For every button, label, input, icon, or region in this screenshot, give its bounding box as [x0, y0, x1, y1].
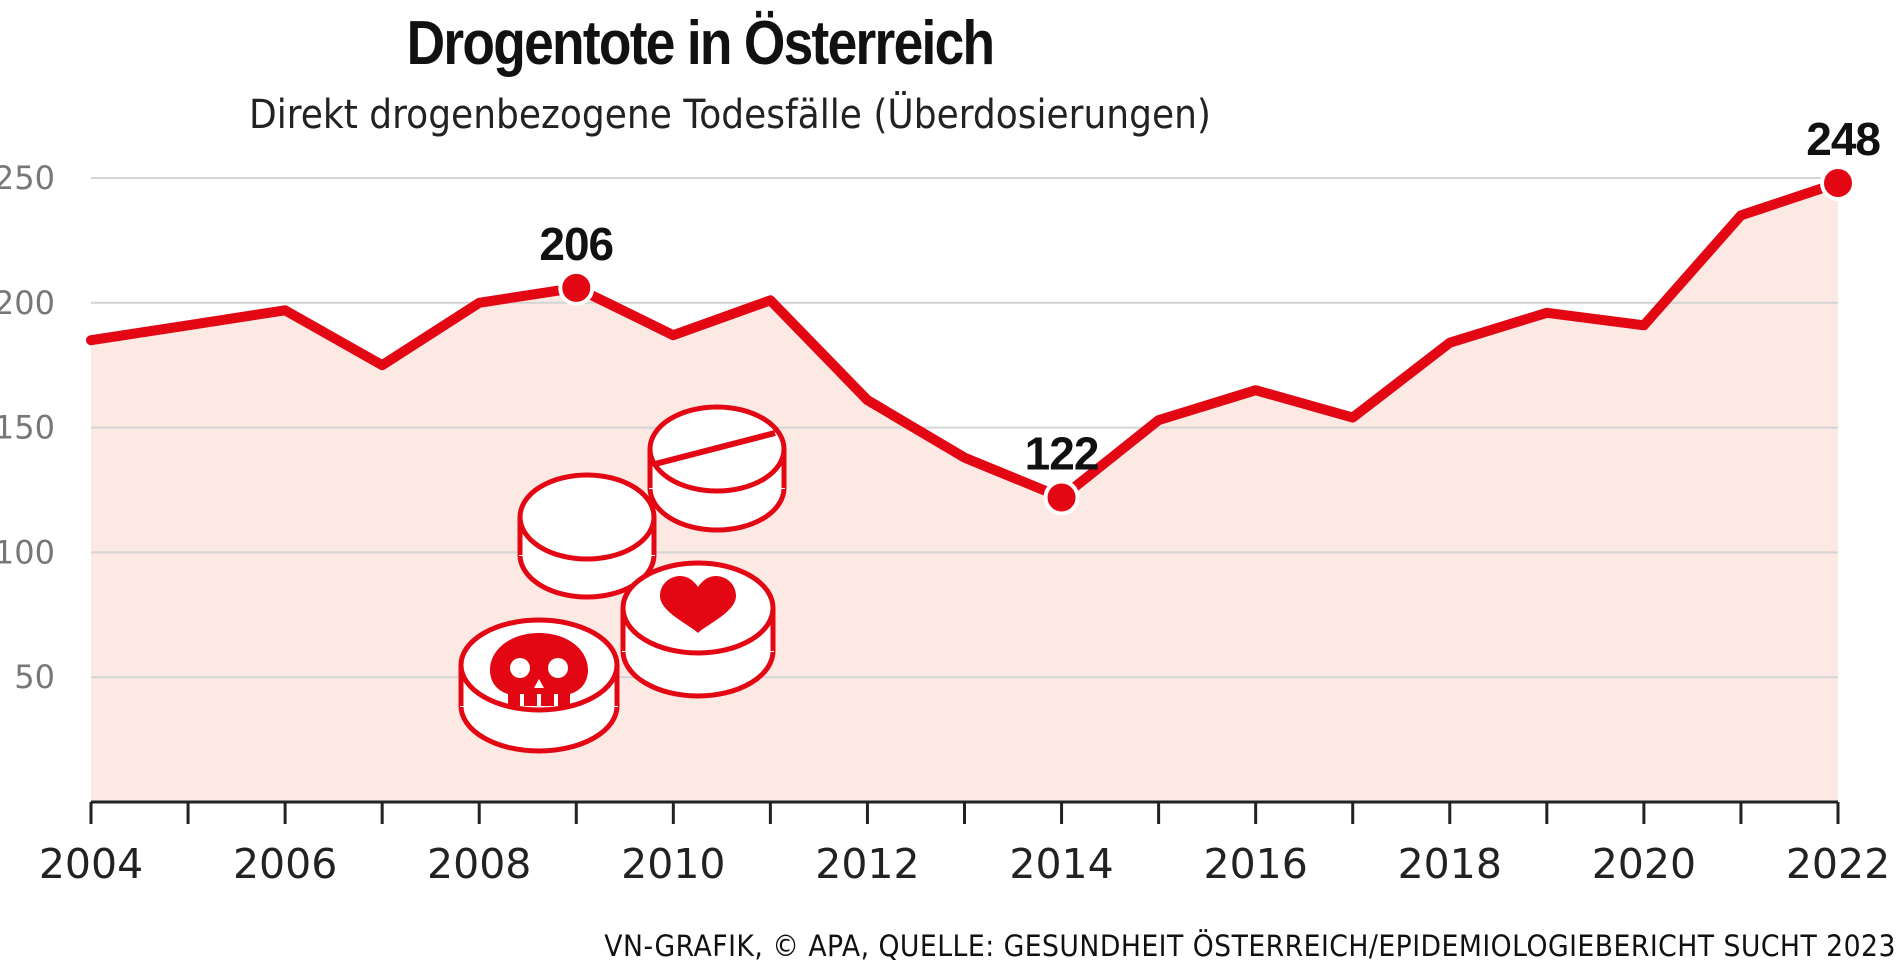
data-label: 248: [1806, 113, 1880, 165]
chart-subtitle: Direkt drogenbezogene Todesfälle (Überdo…: [249, 92, 1211, 138]
y-axis-ticks: 50 100 150 200 250: [0, 159, 55, 696]
x-tick-label: 2020: [1592, 840, 1696, 888]
chart-title: Drogentote in Österreich: [406, 9, 996, 78]
data-point: [1820, 164, 1856, 201]
chart-source: VN-GRAFIK, © APA, QUELLE: GESUNDHEIT ÖST…: [604, 929, 1896, 963]
y-tick-label: 50: [14, 658, 55, 696]
scored-pill-icon: [647, 404, 787, 533]
series-line: [86, 178, 1843, 503]
y-tick-label: 250: [0, 159, 55, 197]
x-tick-label: 2022: [1786, 840, 1890, 888]
y-tick-label: 100: [0, 533, 55, 571]
x-axis-ticks: 2004 2006 2008 2010 2012 2014 2016 2018 2020 2022: [39, 802, 1890, 888]
x-tick-label: 2016: [1203, 840, 1307, 888]
x-tick-label: 2010: [621, 840, 725, 888]
x-tick-label: 2004: [39, 840, 143, 888]
grid-lines: [91, 177, 1838, 679]
x-tick-label: 2018: [1398, 840, 1502, 888]
data-label: 206: [539, 218, 613, 270]
data-point: [1043, 479, 1080, 516]
data-label: 122: [1025, 427, 1099, 479]
x-tick-label: 2012: [815, 840, 919, 888]
heart-pill-icon: [620, 560, 776, 699]
y-tick-label: 150: [0, 409, 55, 447]
plain-pill-icon: [517, 472, 657, 600]
y-tick-label: 200: [0, 284, 55, 322]
x-tick-label: 2014: [1009, 840, 1113, 888]
highlighted-points: 206 122 248: [539, 113, 1881, 516]
pills-illustration: [458, 404, 787, 754]
x-tick-label: 2006: [233, 840, 337, 888]
heart-icon: [660, 576, 736, 633]
area-fill: [91, 183, 1838, 802]
data-point: [558, 269, 595, 306]
x-tick-label: 2008: [427, 840, 531, 888]
skull-pill-icon: [458, 617, 620, 754]
skull-icon: [490, 633, 588, 706]
